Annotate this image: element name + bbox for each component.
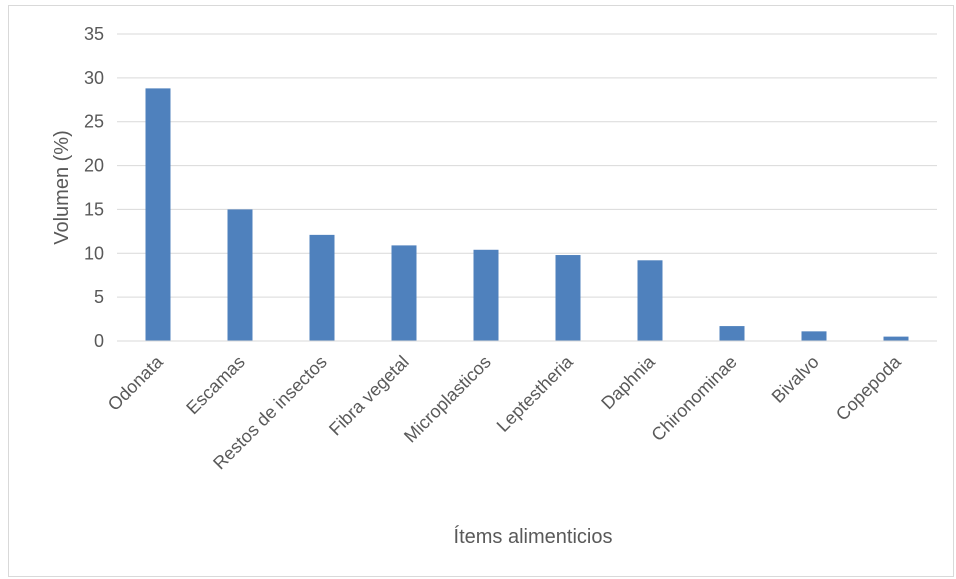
gridlines [117,33,937,298]
x-tick-label: Bivalvo [768,352,823,407]
x-tick-label: Copepoda [832,351,906,425]
y-tick-label: 0 [94,331,104,351]
x-tick-label: Odonata [104,351,168,415]
x-tick-label: Leptestheria [493,351,578,436]
bar-fibra-vegetal [391,245,417,341]
bar-restos-de-insectos [309,234,335,341]
x-tick-label: Escamas [182,352,248,418]
y-axis-title: Volumen (%) [51,130,73,245]
y-tick-label: 5 [94,287,104,307]
x-axis-title: Ítems alimenticios [454,525,613,548]
x-tick-label: Daphnia [597,351,659,413]
bar-leptestheria [555,255,581,341]
y-tick-label: 10 [84,243,104,263]
bar-copepoda [883,336,909,341]
y-tick-label: 25 [84,112,104,132]
y-axis-ticks: 0 5 10 15 20 25 30 35 [84,24,104,351]
bar-daphnia [637,260,663,341]
bars [145,88,909,341]
y-tick-label: 35 [84,24,104,44]
x-tick-label: Microplasticos [400,352,495,447]
y-tick-label: 15 [84,199,104,219]
x-tick-label: Chironominae [647,352,740,445]
y-tick-label: 30 [84,68,104,88]
bar-bivalvo [801,331,827,341]
bar-escamas [227,209,253,341]
bar-chironominae [719,326,745,341]
bar-odonata [145,88,171,341]
bar-microplasticos [473,249,499,341]
x-tick-label: Fibra vegetal [325,352,413,440]
y-tick-label: 20 [84,156,104,176]
